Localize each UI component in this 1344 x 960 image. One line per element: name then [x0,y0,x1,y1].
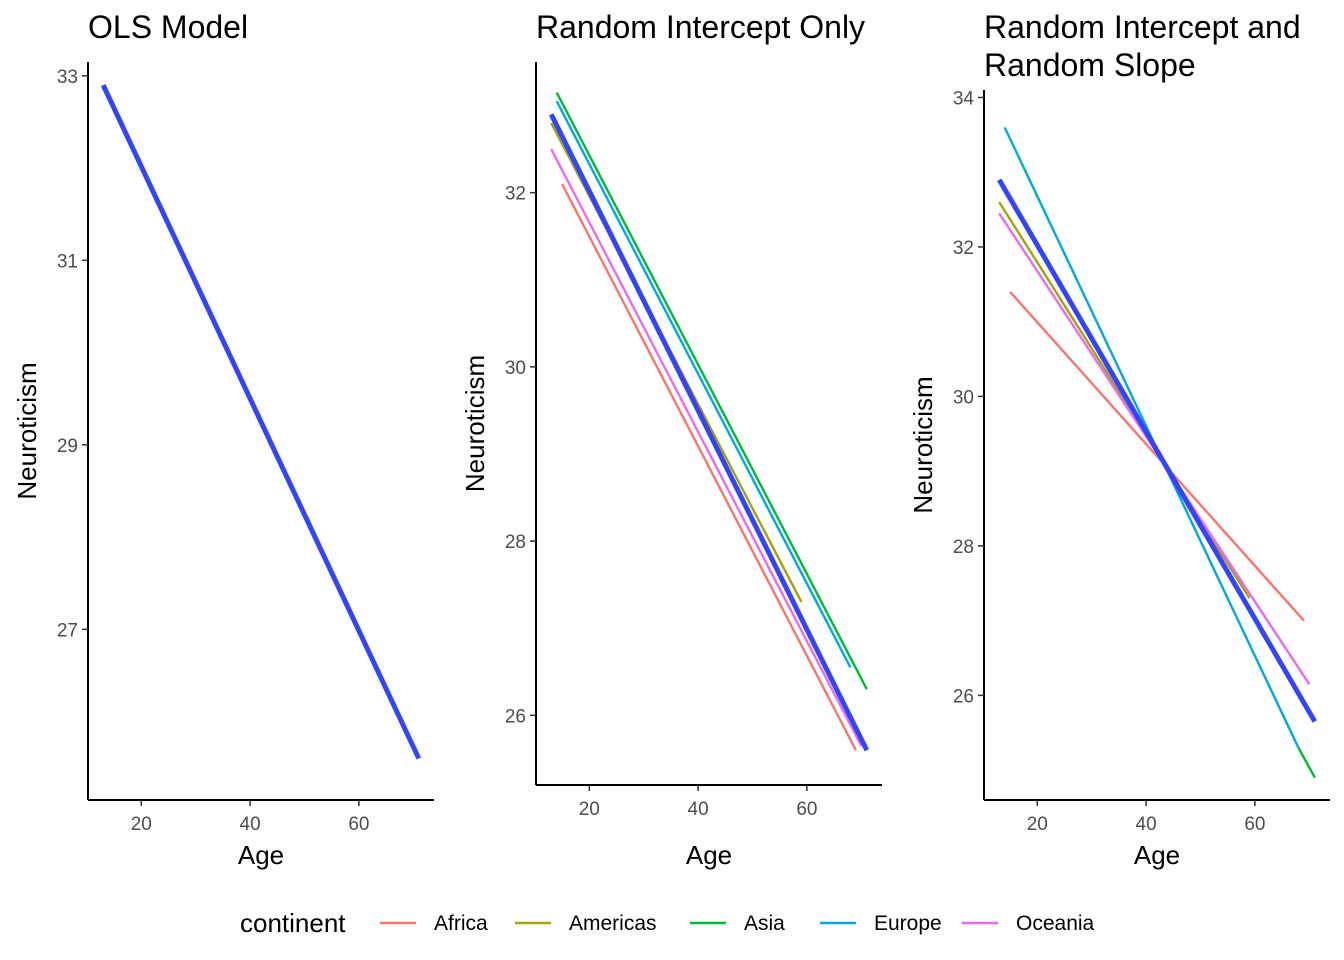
x-tick-label: 40 [688,799,709,820]
series-line-europe [555,100,852,668]
legend-label-oceania: Oceania [1016,912,1095,935]
series-line-oceania [550,148,863,747]
panel-title-line: Random Intercept and [984,9,1301,45]
y-tick-label: 30 [505,358,526,379]
x-tick-label: 20 [579,799,600,820]
panel-title-line: Random Intercept Only [536,9,865,45]
legend-items: Africa Americas Asia Europe Oceania [380,912,1095,935]
y-tick-label: 29 [57,436,78,457]
y-tick-label: 31 [57,251,78,272]
x-tick-label: 40 [1136,814,1157,835]
x-tick-label: 60 [348,814,369,835]
panel-title: Random Intercept Only [536,9,865,45]
y-tick-label: 30 [953,387,974,408]
series-line-asia [555,91,868,690]
series-line-africa [1009,291,1305,622]
legend-label-africa: Africa [434,912,488,935]
y-axis-title: Neuroticism [12,362,42,499]
legend-label-europe: Europe [874,912,942,935]
overall-fit-line [997,178,1317,723]
overall-fit-line [100,84,422,760]
y-tick-label: 28 [505,532,526,553]
y-tick-label: 33 [57,67,78,88]
legend-title: continent [240,908,346,938]
panel-2: Random Intercept Only 26 28 30 32 20 40 60 Age Ne… [460,9,882,870]
panel-3: Random Intercept and Random Slope 26 28 30 32… [908,9,1330,870]
series-line-africa [561,183,857,751]
legend-label-americas: Americas [569,912,657,935]
y-tick-label: 28 [953,537,974,558]
y-axis-title: Neuroticism [460,355,490,492]
x-axis-title: Age [1134,840,1180,870]
x-axis-title: Age [238,840,284,870]
y-tick-label: 26 [953,686,974,707]
panel-title: Random Intercept and Random Slope [984,9,1301,83]
series-line-asia [1297,747,1316,779]
x-axis-title: Age [686,840,732,870]
panel-1: OLS Model 27 29 31 33 20 40 60 Age Neuroticism [12,9,434,870]
x-tick-label: 60 [1244,814,1265,835]
overall-fit-line [548,113,870,752]
x-tick-label: 20 [131,814,152,835]
y-tick-label: 32 [505,184,526,205]
series-line-americas [998,201,1251,599]
chart-legend: continent Africa Americas Asia Europe Oceani… [240,908,1095,938]
y-tick-label: 27 [57,620,78,641]
y-tick-label: 26 [505,706,526,727]
x-tick-label: 40 [240,814,261,835]
y-axis-title: Neuroticism [908,376,938,513]
legend-label-asia: Asia [744,912,785,935]
panel-title: OLS Model [88,9,248,45]
panel-title-line: OLS Model [88,9,248,45]
y-tick-label: 32 [953,238,974,259]
x-tick-label: 60 [796,799,817,820]
x-tick-label: 20 [1027,814,1048,835]
y-tick-label: 34 [953,88,975,109]
panel-title-line: Random Slope [984,47,1196,83]
